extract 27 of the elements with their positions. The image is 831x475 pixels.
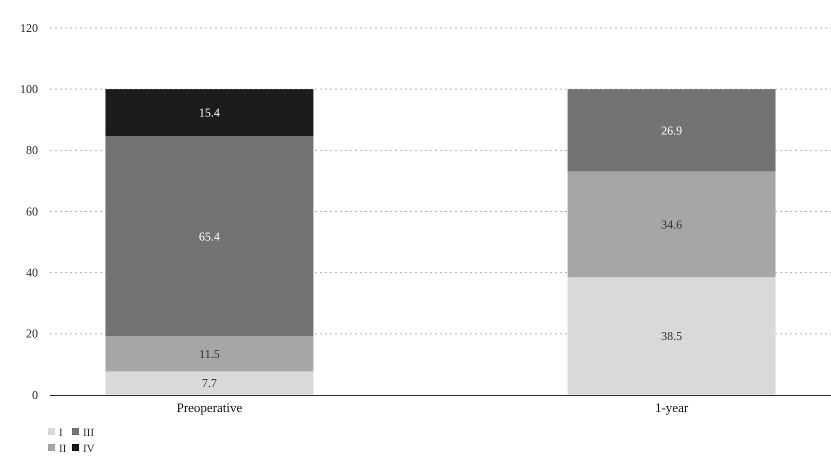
bar bbox=[568, 171, 776, 278]
data-label: 38.5 bbox=[661, 329, 682, 344]
bar bbox=[105, 371, 314, 395]
data-label: 26.9 bbox=[661, 123, 682, 138]
y-tick-label: 20 bbox=[26, 326, 38, 341]
y-tick-label: 60 bbox=[26, 204, 38, 218]
legend-label: II bbox=[59, 443, 67, 455]
data-label: 65.4 bbox=[198, 229, 220, 244]
y-tick-label: 100 bbox=[20, 82, 38, 96]
bar bbox=[568, 89, 776, 172]
bar bbox=[105, 89, 314, 136]
y-tick-label: 0 bbox=[32, 388, 38, 402]
data-label: 7.7 bbox=[202, 376, 217, 390]
data-label: 11.5 bbox=[199, 346, 220, 361]
bar bbox=[568, 277, 776, 395]
legend-label: IV bbox=[83, 443, 95, 455]
data-label: 34.6 bbox=[661, 217, 682, 232]
data-label: 15.4 bbox=[198, 106, 220, 120]
y-tick-label: 40 bbox=[26, 266, 38, 280]
y-tick-label: 120 bbox=[20, 20, 38, 35]
y-tick-label: 80 bbox=[26, 143, 38, 158]
x-tick-label: 1-year bbox=[654, 400, 689, 416]
legend-label: III bbox=[83, 427, 94, 439]
bar bbox=[105, 136, 314, 336]
x-tick-label: Preoperative bbox=[176, 400, 243, 416]
legend-label: I bbox=[59, 427, 63, 439]
bar bbox=[105, 336, 314, 372]
